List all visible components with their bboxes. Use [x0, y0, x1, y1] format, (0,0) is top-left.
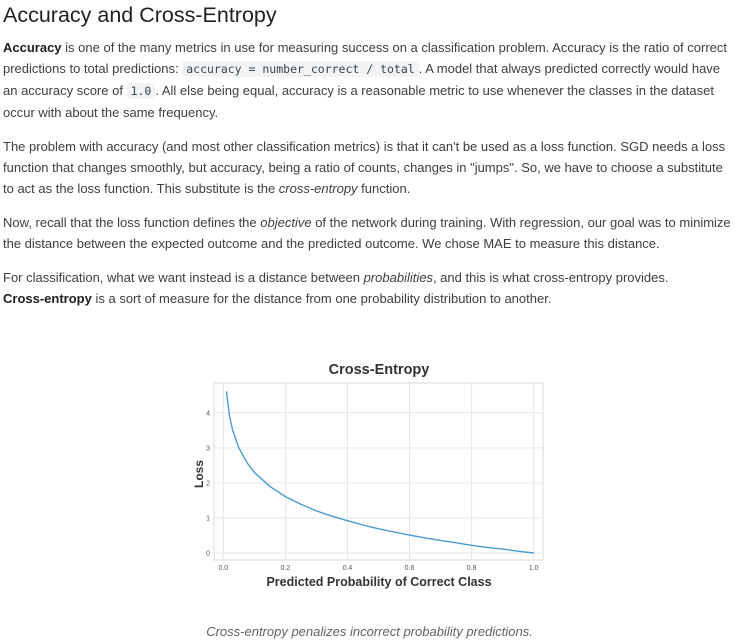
text: . A model that always predicted correctl…: [3, 61, 721, 98]
y-tick-label: 0: [206, 550, 210, 557]
x-tick-label: 1.0: [529, 565, 539, 572]
x-tick-label: 0.2: [281, 565, 291, 572]
code-accuracy-value: 1.0: [126, 83, 156, 99]
x-tick-label: 0.6: [405, 565, 415, 572]
text: function.: [357, 181, 411, 196]
figure-caption: Cross-entropy penalizes incorrect probab…: [206, 624, 533, 639]
text: is a sort of measure for the distance fr…: [91, 291, 552, 306]
paragraph-loss-problem: The problem with accuracy (and most othe…: [3, 136, 735, 199]
plot-area: [213, 382, 544, 561]
text: , and this is what cross-entropy provide…: [432, 270, 669, 285]
y-tick-label: 3: [206, 445, 210, 452]
text: of the network during training. With reg…: [3, 215, 731, 251]
text: For classification, what we want instead…: [3, 270, 364, 285]
article: Accuracy and Cross-Entropy Accuracy is o…: [0, 0, 735, 309]
emphasis-cross-entropy: cross-entropy: [278, 181, 358, 196]
grid-y: [214, 412, 543, 554]
x-tick-label: 0.0: [218, 565, 228, 572]
paragraph-classification: For classification, what we want instead…: [3, 267, 735, 309]
text: The problem with accuracy (and most othe…: [3, 139, 726, 196]
y-tick-label: 1: [206, 515, 210, 522]
page-title: Accuracy and Cross-Entropy: [3, 3, 277, 27]
term-accuracy: Accuracy: [3, 40, 62, 55]
x-axis-label: Predicted Probability of Correct Class: [266, 575, 491, 589]
x-tick-labels: 0.0 0.2 0.4 0.6 0.8 1.0: [218, 565, 538, 572]
x-tick-label: 0.8: [467, 565, 477, 572]
y-tick-labels: 0 1 2 3 4: [206, 410, 210, 557]
text: . All else being equal, accuracy is a re…: [3, 83, 714, 120]
text: is one of the many metrics in use for me…: [3, 40, 727, 76]
chart-title: Cross-Entropy: [329, 362, 430, 378]
code-accuracy-formula: accuracy = number_correct / total: [182, 61, 419, 77]
paragraph-accuracy: Accuracy is one of the many metrics in u…: [3, 37, 735, 123]
emphasis-objective: objective: [260, 215, 312, 230]
emphasis-probabilities: probabilities: [363, 270, 433, 285]
chart-figure: Cross-Entropy 0.0 0.2 0.4 0.6 0.8 1.0 0 1 2 3 4 P…: [0, 350, 739, 640]
series-line-cross-entropy: [225, 391, 534, 554]
y-tick-label: 4: [206, 410, 210, 417]
text: Now, recall that the loss function defin…: [3, 215, 261, 230]
y-tick-label: 2: [206, 480, 210, 487]
term-cross-entropy: Cross-entropy: [3, 291, 92, 306]
y-axis-label: Loss: [192, 460, 206, 488]
x-tick-label: 0.4: [343, 565, 353, 572]
paragraph-objective: Now, recall that the loss function defin…: [3, 212, 735, 254]
cross-entropy-chart: Cross-Entropy 0.0 0.2 0.4 0.6 0.8 1.0 0 1 2 3 4 P…: [192, 362, 544, 589]
